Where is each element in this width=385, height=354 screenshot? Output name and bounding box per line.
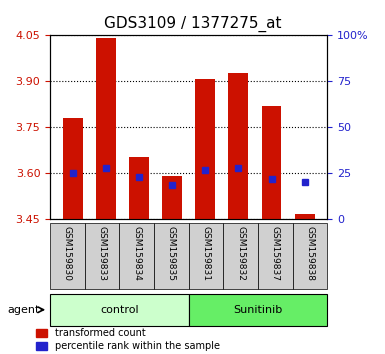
FancyBboxPatch shape [189,223,223,289]
FancyBboxPatch shape [293,223,327,289]
Text: GSM159833: GSM159833 [97,226,107,281]
Text: control: control [100,305,139,315]
FancyBboxPatch shape [154,223,189,289]
Text: GSM159830: GSM159830 [63,226,72,281]
FancyBboxPatch shape [119,223,154,289]
Text: GSM159838: GSM159838 [305,226,315,281]
FancyBboxPatch shape [223,223,258,289]
Bar [63,118,82,219]
FancyBboxPatch shape [50,223,85,289]
Bar [195,79,215,219]
FancyBboxPatch shape [258,223,293,289]
Text: GSM159834: GSM159834 [132,226,141,281]
Text: GSM159835: GSM159835 [167,226,176,281]
Bar [129,156,149,219]
Text: GSM159831: GSM159831 [201,226,211,281]
FancyBboxPatch shape [189,294,327,326]
Bar [228,73,248,219]
Bar [96,39,116,219]
FancyBboxPatch shape [85,223,119,289]
Text: GSM159832: GSM159832 [236,226,245,281]
Text: agent: agent [8,305,40,315]
Text: GDS3109 / 1377275_at: GDS3109 / 1377275_at [104,16,281,32]
Bar [261,106,281,219]
FancyBboxPatch shape [50,294,189,326]
Text: Sunitinib: Sunitinib [233,305,283,315]
Legend: transformed count, percentile rank within the sample: transformed count, percentile rank withi… [36,329,220,351]
Bar [162,176,182,219]
Bar [295,214,315,219]
Text: GSM159837: GSM159837 [271,226,280,281]
